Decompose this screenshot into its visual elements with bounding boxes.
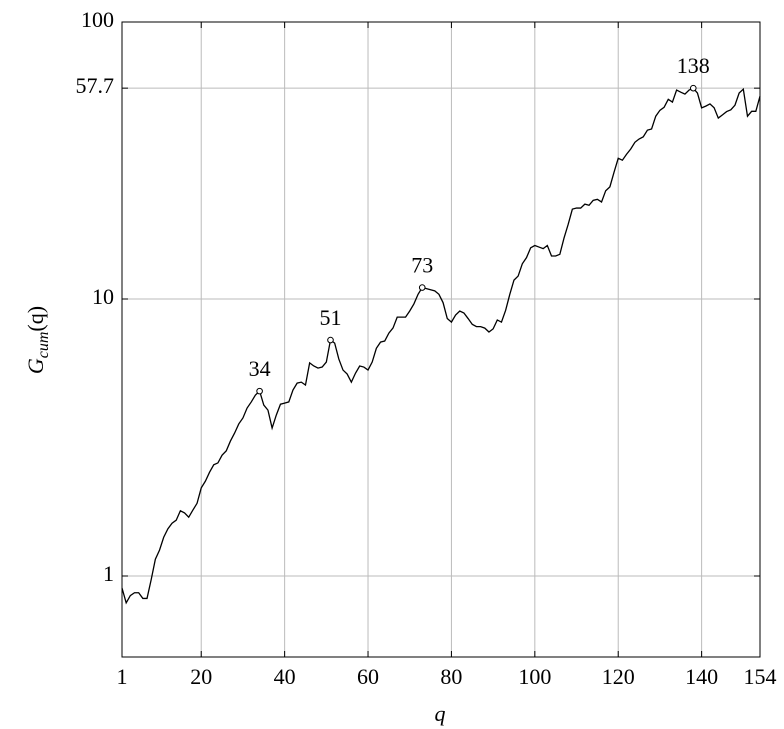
annotation-label: 34 bbox=[249, 356, 271, 381]
annotation-label: 73 bbox=[411, 253, 433, 278]
annotation-marker bbox=[418, 284, 426, 291]
y-tick-label: 10 bbox=[92, 284, 114, 309]
x-tick-label: 40 bbox=[274, 664, 296, 689]
annotation-label: 51 bbox=[319, 305, 341, 330]
x-axis-label: q bbox=[435, 701, 446, 726]
annotation-label: 138 bbox=[677, 53, 710, 78]
y-axis-label: Gcum(q) bbox=[23, 306, 52, 374]
x-tick-label: 154 bbox=[744, 664, 777, 689]
x-tick-label: 60 bbox=[357, 664, 379, 689]
annotation-marker bbox=[327, 336, 334, 344]
plot-frame bbox=[121, 21, 761, 658]
y-tick-label: 1 bbox=[103, 561, 114, 586]
x-tick-label: 120 bbox=[602, 664, 635, 689]
x-tick-label: 20 bbox=[190, 664, 212, 689]
x-tick-label: 80 bbox=[440, 664, 462, 689]
data-line bbox=[121, 87, 761, 605]
x-tick-label: 140 bbox=[685, 664, 718, 689]
annotation-marker bbox=[689, 84, 697, 92]
annotation-marker bbox=[256, 387, 263, 395]
y-tick-label: 57.7 bbox=[76, 73, 115, 98]
y-tick-label: 100 bbox=[81, 7, 114, 32]
x-tick-label: 1 bbox=[117, 664, 128, 689]
x-tick-label: 100 bbox=[518, 664, 551, 689]
